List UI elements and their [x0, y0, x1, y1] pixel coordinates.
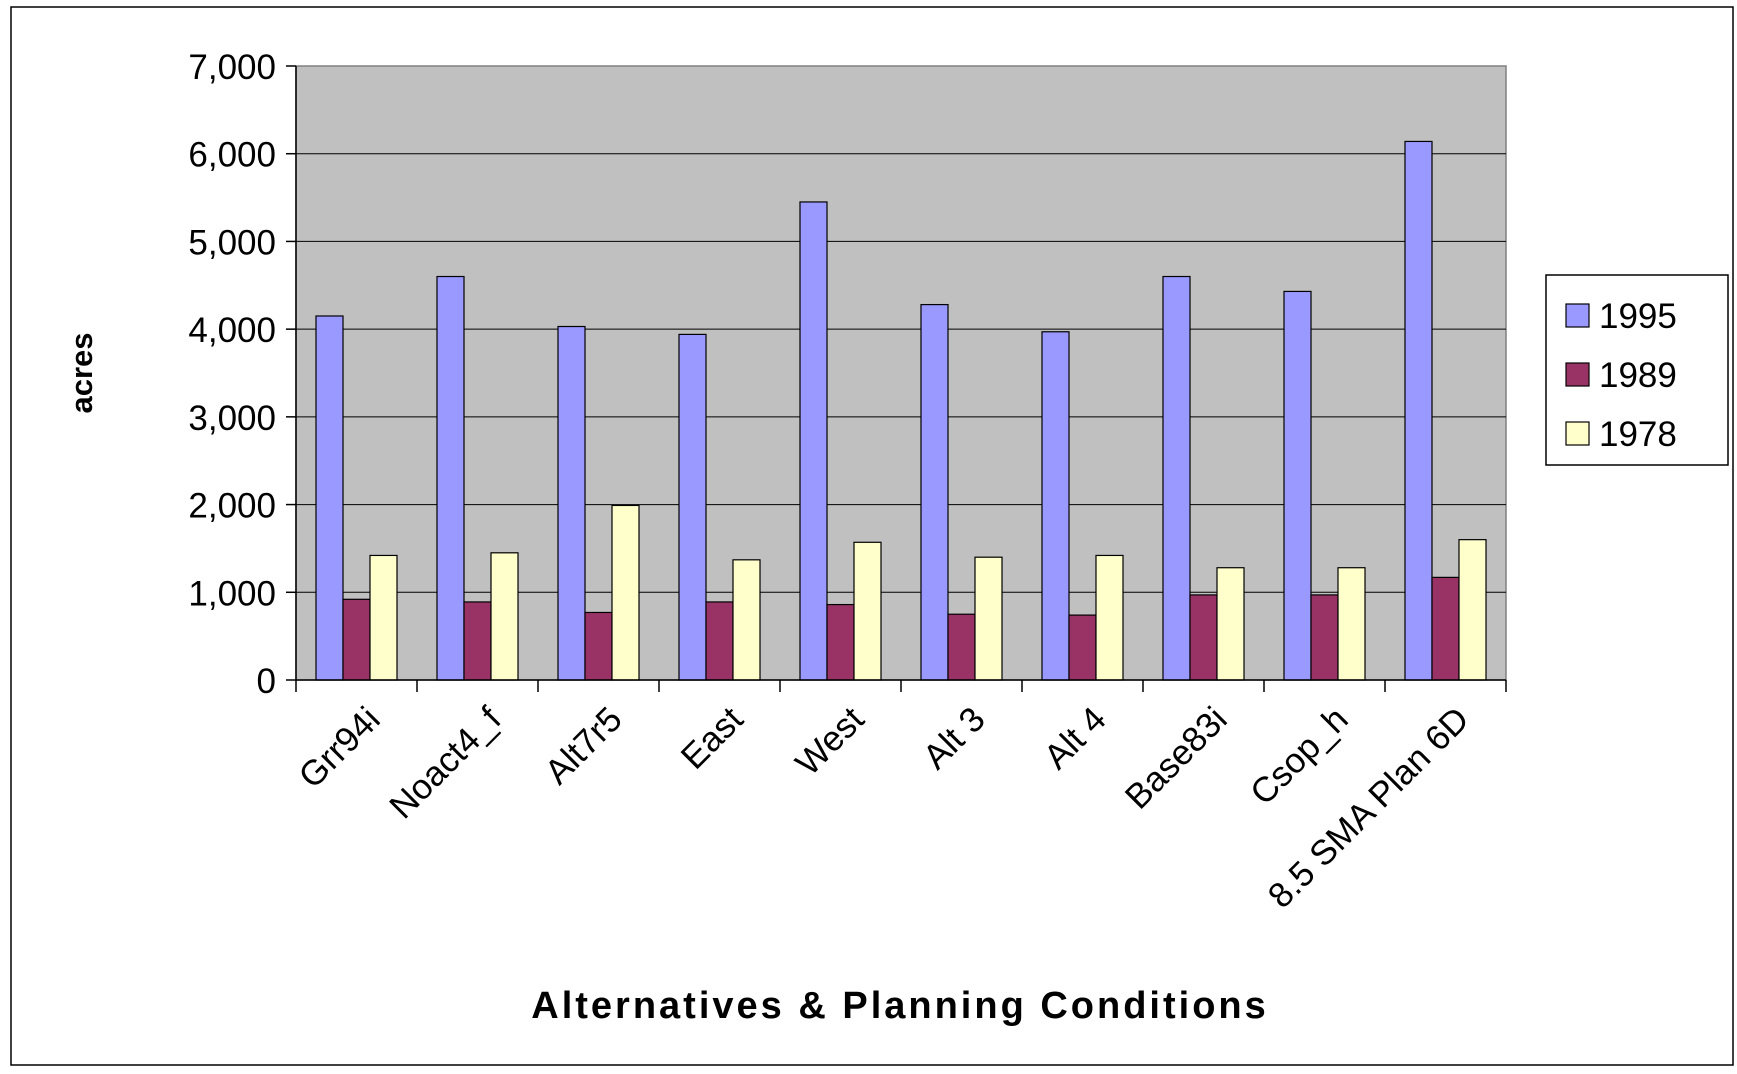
legend-label-1995: 1995 — [1599, 297, 1677, 336]
bar-1978-Csop-h — [1337, 567, 1366, 681]
bar-1995-Noact4-f — [436, 275, 465, 681]
y-tick-label: 5,000 — [188, 223, 276, 262]
bar-1978-Noact4-f — [490, 552, 519, 681]
y-tick-label: 6,000 — [188, 136, 276, 175]
bar-1995-Alt-3 — [920, 303, 949, 681]
bar-1995-Csop-h — [1283, 290, 1312, 681]
y-tick-label: 3,000 — [188, 399, 276, 438]
y-tick-label: 4,000 — [188, 311, 276, 350]
bar-1978-Grr94i — [369, 554, 398, 681]
legend-swatch-1989 — [1565, 362, 1590, 387]
bar-1989-Noact4-f — [463, 601, 492, 681]
bar-1989-East — [705, 601, 734, 681]
bar-1978-8-5-SMA-Plan-6D — [1458, 539, 1487, 681]
bar-1995-Grr94i — [315, 315, 344, 681]
bar-1978-Alt-3 — [974, 556, 1003, 681]
y-tick-label: 2,000 — [188, 487, 276, 526]
legend-swatch-1978 — [1565, 421, 1590, 446]
bar-1978-Base83i — [1216, 567, 1245, 681]
bar-1978-Alt7r5 — [611, 504, 640, 681]
y-tick-label: 1,000 — [188, 574, 276, 613]
legend-swatch-1995 — [1565, 303, 1590, 328]
bar-1989-Alt-4 — [1068, 614, 1097, 681]
bar-1995-Alt-4 — [1041, 331, 1070, 681]
bar-1989-Csop-h — [1310, 594, 1339, 681]
bar-1995-Base83i — [1162, 275, 1191, 681]
y-tick-label: 0 — [257, 662, 276, 701]
y-axis: 0 1,000 2,000 3,000 4,000 5,000 6,000 7,000 — [188, 48, 297, 701]
bar-1995-Alt7r5 — [557, 325, 586, 681]
bar-1978-Alt-4 — [1095, 554, 1124, 681]
bar-1989-Grr94i — [342, 598, 371, 681]
bar-1995-West — [799, 201, 828, 681]
plot-area — [295, 65, 1507, 681]
bar-1989-8-5-SMA-Plan-6D — [1431, 576, 1460, 681]
bars — [315, 140, 1487, 681]
bar-1995-East — [678, 333, 707, 681]
bar-1989-West — [826, 603, 855, 681]
legend-label-1989: 1989 — [1599, 356, 1677, 395]
legend-label-1978: 1978 — [1599, 415, 1677, 454]
x-axis-label: Alternatives & Planning Conditions — [531, 985, 1269, 1027]
legend: 1995 1989 1978 — [1545, 274, 1729, 466]
bar-1989-Base83i — [1189, 594, 1218, 681]
bar-1978-East — [732, 559, 761, 681]
bar-1978-West — [853, 541, 882, 681]
bar-1989-Alt7r5 — [584, 611, 613, 681]
y-tick-label: 7,000 — [188, 48, 276, 87]
bar-1989-Alt-3 — [947, 613, 976, 681]
bar-1995-8-5-SMA-Plan-6D — [1404, 140, 1433, 681]
y-axis-label: acres — [64, 332, 99, 413]
